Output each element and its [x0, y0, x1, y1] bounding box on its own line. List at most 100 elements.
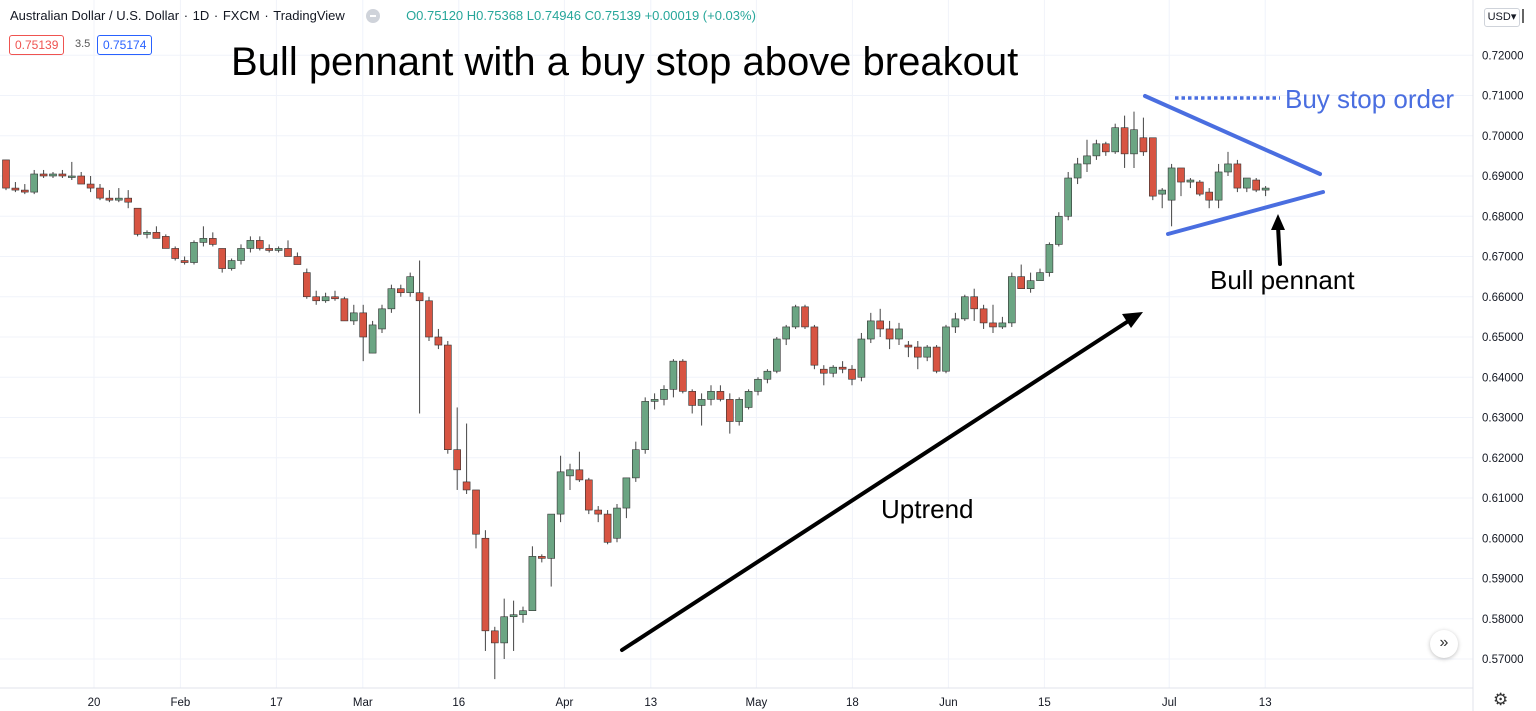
candle-body — [443, 344, 452, 450]
price-tick-label: 0.68000 — [1482, 211, 1524, 223]
panel-toggle-icon[interactable] — [1522, 9, 1528, 23]
candle — [472, 489, 480, 549]
candle — [866, 312, 875, 344]
uptrend-arrow[interactable] — [620, 312, 1143, 652]
price-tick-label: 0.69000 — [1482, 171, 1524, 183]
spread-value: 3.5 — [75, 38, 91, 50]
candle-body — [584, 479, 593, 511]
candle — [378, 304, 386, 333]
candle — [1064, 171, 1072, 221]
time-tick-label: 17 — [270, 697, 283, 709]
candle — [30, 169, 39, 195]
candle — [396, 284, 405, 297]
candle-body — [86, 183, 95, 189]
candle — [218, 248, 226, 273]
candle — [462, 423, 471, 494]
candle — [782, 324, 791, 346]
gear-icon[interactable]: ⚙ — [1493, 690, 1509, 709]
candle — [1177, 167, 1185, 197]
candle-body — [1026, 280, 1035, 289]
price-axis[interactable]: 0.72000 0.71000 0.70000 0.69000 0.68000 0.670… — [1482, 50, 1524, 666]
pennant-arrow[interactable] — [1271, 214, 1285, 266]
candle-body — [857, 338, 866, 378]
candle-body — [500, 616, 509, 644]
time-tick-label: Jun — [939, 697, 958, 709]
candle-body — [631, 449, 640, 479]
candle — [1017, 264, 1026, 289]
candle-body — [848, 368, 856, 380]
candle-body — [472, 489, 480, 535]
symbol-title[interactable]: Australian Dollar / U.S. Dollar — [10, 8, 180, 23]
candle-body — [331, 296, 339, 300]
sell-price-button[interactable]: 0.75139 — [9, 35, 65, 55]
candle-body — [923, 346, 932, 358]
candle-body — [1036, 272, 1044, 281]
time-tick-label: Feb — [170, 697, 190, 709]
candle-body — [378, 308, 386, 330]
candle — [885, 320, 894, 350]
candle — [960, 294, 969, 321]
candle-body — [133, 207, 142, 235]
candle-body — [462, 481, 471, 491]
candle — [152, 226, 161, 239]
candle — [547, 513, 556, 587]
candle — [86, 176, 95, 193]
candle — [171, 246, 179, 261]
time-tick-label: 13 — [1259, 697, 1272, 709]
candle — [1261, 186, 1270, 197]
time-tick-label: 15 — [1038, 697, 1051, 709]
minus-icon[interactable] — [366, 9, 381, 23]
candle — [246, 236, 255, 253]
candle-body — [744, 391, 753, 408]
candle — [425, 296, 433, 342]
candle-body — [453, 449, 462, 471]
price-tick-label: 0.67000 — [1482, 252, 1524, 264]
candle — [1083, 139, 1091, 172]
candle — [669, 359, 678, 398]
candle — [237, 244, 245, 265]
interval-label[interactable]: 1D — [192, 8, 210, 23]
pennant-upper-line[interactable] — [1143, 94, 1322, 176]
candle — [39, 169, 48, 179]
candle-body — [707, 391, 715, 400]
candle-body — [838, 366, 847, 370]
candle — [1158, 188, 1166, 209]
candle — [1149, 137, 1157, 201]
candle-body — [396, 288, 405, 294]
candle — [209, 232, 217, 247]
scroll-to-realtime-button[interactable]: » — [1430, 630, 1458, 658]
pennant-lower-line[interactable] — [1166, 190, 1325, 236]
candle — [857, 332, 866, 382]
candle — [434, 328, 443, 350]
candle-body — [49, 173, 57, 177]
candle — [1111, 123, 1119, 154]
candle-body — [30, 173, 39, 193]
candle — [312, 290, 321, 305]
currency-select[interactable]: USD▾ — [1484, 8, 1520, 27]
candle — [735, 397, 744, 426]
candle — [631, 441, 640, 482]
candle — [848, 365, 856, 386]
candle — [481, 530, 490, 651]
candle — [829, 365, 838, 378]
candle-body — [237, 248, 245, 261]
candle-body — [68, 175, 76, 178]
candle — [1102, 141, 1110, 156]
candle-body — [641, 401, 650, 450]
candle-body — [678, 360, 687, 392]
buy-price-button[interactable]: 0.75174 — [97, 35, 153, 55]
candle — [951, 312, 960, 333]
candle — [96, 184, 104, 201]
candle — [678, 359, 687, 394]
candle-body — [1130, 129, 1138, 155]
candle — [584, 477, 593, 515]
price-tick-label: 0.59000 — [1482, 574, 1524, 586]
chevron-double-right-icon: » — [1439, 634, 1449, 651]
candle — [331, 290, 339, 301]
candle-body — [190, 242, 198, 263]
candle-body — [1158, 189, 1166, 195]
time-axis[interactable]: 20 Feb 17 Mar 16 Apr 13 May 18 Jun 15 Jul 13 — [88, 697, 1272, 709]
candle-body — [782, 326, 791, 340]
candle-body — [265, 248, 274, 251]
candle-body — [998, 322, 1007, 328]
